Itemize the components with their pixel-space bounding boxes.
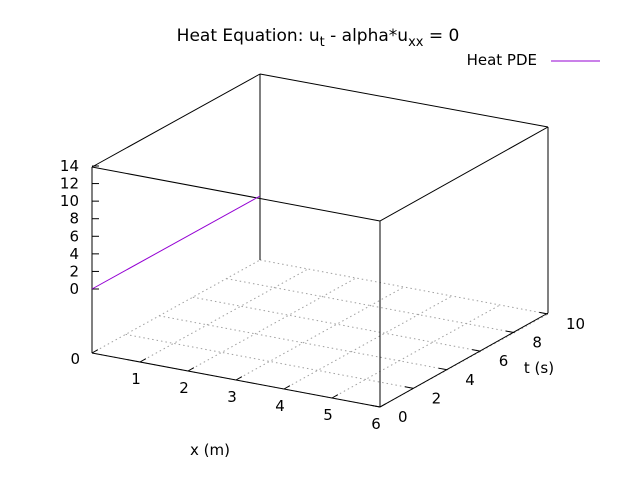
z-tick-label-4: 4 xyxy=(69,245,79,263)
grid-line-x-5 xyxy=(331,304,501,399)
x-tick-mark-5 xyxy=(331,394,339,399)
x-tick-label-3: 3 xyxy=(227,388,237,406)
grid-line-x-4 xyxy=(283,295,453,390)
box-edge-top-back xyxy=(259,73,549,128)
grid-line-t-10 xyxy=(259,259,549,315)
x-tick-label-6: 6 xyxy=(371,415,381,433)
x-tick-label-2: 2 xyxy=(179,379,189,397)
box-edge-top-front xyxy=(91,166,381,222)
grid-line-t-8 xyxy=(226,278,515,334)
z-tick-label-12: 12 xyxy=(60,175,79,193)
x-axis-label: x (m) xyxy=(190,441,230,459)
chart-title-mid: - alpha*u xyxy=(325,26,408,46)
grid-line-t-4 xyxy=(159,315,448,371)
z-tick-label-2: 2 xyxy=(69,262,79,280)
x-tick-mark-6 xyxy=(379,403,387,408)
t-tick-mark-8 xyxy=(505,330,515,334)
box-edge-front-t xyxy=(379,312,549,408)
x-tick-mark-2 xyxy=(187,367,195,372)
grid-line-x-0 xyxy=(91,259,261,354)
legend: Heat PDE xyxy=(467,51,600,69)
plot-box xyxy=(91,73,549,408)
z-tick-label-0: 0 xyxy=(69,280,79,298)
t-tick-mark-2 xyxy=(404,386,414,389)
chart-title: Heat Equation: ut - alpha*uxx = 0 xyxy=(177,26,460,50)
t-tick-mark-10 xyxy=(539,311,549,315)
t-tick-mark-6 xyxy=(472,349,481,352)
z-tick-label-8: 8 xyxy=(69,210,79,228)
grid-line-x-2 xyxy=(187,277,357,372)
grid-line-t-2 xyxy=(125,333,414,389)
x-tick-mark-3 xyxy=(235,376,243,381)
box-edge-top-left xyxy=(91,73,261,168)
series-line-heat-pde xyxy=(91,195,261,290)
legend-label: Heat PDE xyxy=(467,51,537,69)
x-tick-mark-0 xyxy=(91,349,99,354)
grid-line-x-1 xyxy=(139,268,309,363)
t-tick-mark-0 xyxy=(371,404,381,408)
x-tick-label-1: 1 xyxy=(131,370,141,388)
chart-title-sub-xx: xx xyxy=(408,35,424,50)
t-tick-label-2: 2 xyxy=(432,389,442,407)
floor-grid xyxy=(91,259,549,408)
t-tick-label-8: 8 xyxy=(532,334,542,352)
chart-title-main: Heat Equation: u xyxy=(177,26,320,46)
grid-line-x-3 xyxy=(235,286,405,381)
chart-title-sub-t: t xyxy=(320,35,325,50)
box-edge-top-right xyxy=(379,126,549,222)
z-base-label: 0 xyxy=(70,350,80,368)
t-tick-label-10: 10 xyxy=(566,315,585,333)
chart-title-end: = 0 xyxy=(423,26,459,46)
grid-line-t-6 xyxy=(192,296,481,352)
x-tick-label-4: 4 xyxy=(275,397,285,415)
y-axis-label: t (s) xyxy=(524,359,554,377)
x-tick-mark-1 xyxy=(139,358,147,363)
t-tick-mark-4 xyxy=(438,367,448,371)
t-tick-label-4: 4 xyxy=(465,371,475,389)
x-tick-label-5: 5 xyxy=(323,406,333,424)
t-tick-label-0: 0 xyxy=(398,408,408,426)
z-tick-label-6: 6 xyxy=(69,227,79,245)
x-tick-mark-4 xyxy=(283,385,291,390)
z-tick-label-14: 14 xyxy=(60,157,79,175)
z-tick-label-10: 10 xyxy=(60,192,79,210)
series-layer xyxy=(91,195,261,290)
t-tick-label-6: 6 xyxy=(499,352,509,370)
